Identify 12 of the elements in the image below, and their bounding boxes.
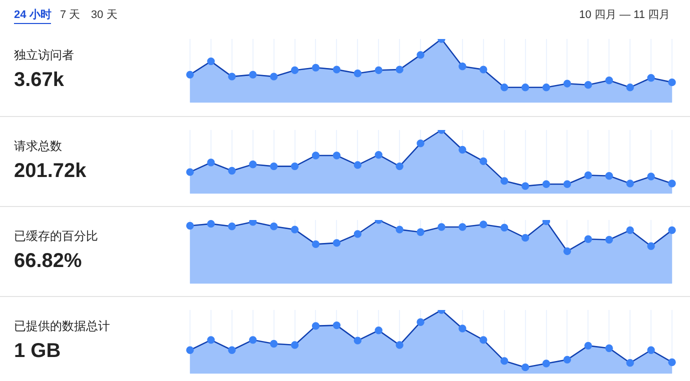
text: 30 天 [91,8,118,22]
text: 201.72k [14,160,88,182]
y-axis-title: 已缓存的百分比 [14,229,98,243]
text: 7 天 [60,8,80,22]
y-axis-title: 已提供的数据总计 [14,319,110,333]
y-axis-title: 请求总数 [14,139,62,153]
text: 1 GB [14,340,61,362]
text: 66.82% [14,250,82,272]
text: 10 四月 — 11 四月 [579,8,670,22]
text: 3.67k [14,69,65,91]
y-axis-title: 独立访问者 [14,48,74,62]
text: 24 小时 [14,7,52,24]
